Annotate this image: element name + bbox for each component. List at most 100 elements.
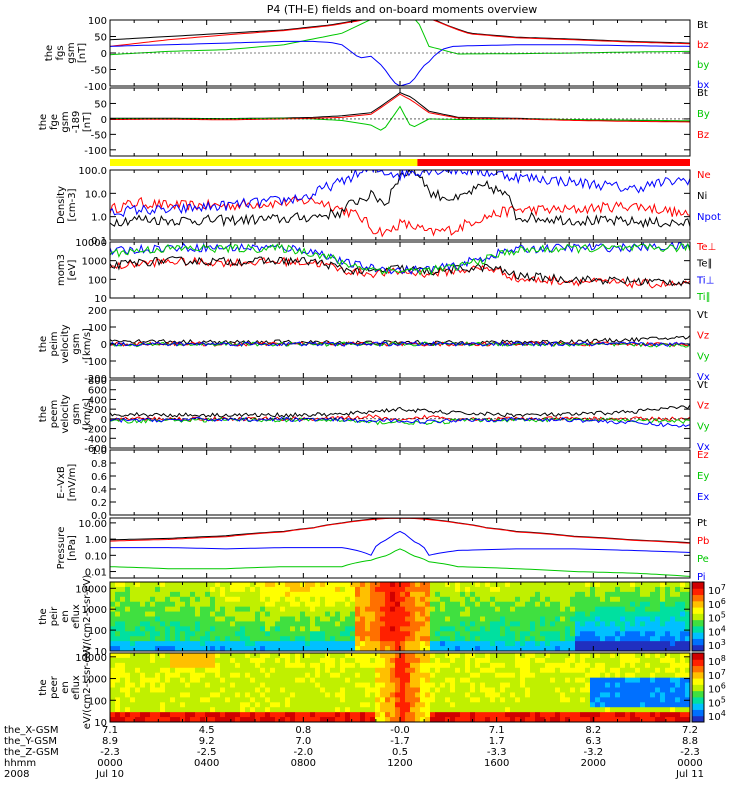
spectrogram-cell — [440, 712, 446, 718]
spectrogram-cell — [320, 582, 326, 588]
spectrogram-cell — [335, 667, 341, 674]
spectrogram-cell — [265, 692, 271, 698]
spectrogram-cell — [165, 646, 171, 651]
spectrogram-cell — [380, 653, 386, 659]
spectrogram-cell — [230, 717, 236, 722]
spectrogram-cell — [370, 697, 376, 703]
spectrogram-cell — [285, 586, 291, 593]
spectrogram-cell — [470, 631, 476, 637]
spectrogram-cell — [380, 692, 386, 698]
spectrogram-cell — [250, 697, 256, 703]
spectrogram-cell — [375, 657, 381, 664]
spectrogram-cell — [460, 582, 466, 588]
spectrogram-cell — [305, 702, 311, 708]
spectrogram-cell — [160, 707, 166, 713]
spectrogram-cell — [180, 697, 186, 703]
spectrogram-cell — [230, 653, 236, 659]
spectrogram-cell — [355, 687, 361, 694]
spectrogram-cell — [235, 667, 241, 674]
spectrogram-cell — [520, 697, 526, 703]
spectrogram-cell — [355, 697, 361, 703]
spectrogram-cell — [375, 662, 381, 669]
spectrogram-cell — [335, 636, 341, 642]
spectrogram-cell — [210, 596, 216, 603]
spectrogram-cell — [655, 586, 661, 593]
spectrogram-cell — [365, 707, 371, 713]
spectrogram-cell — [385, 621, 391, 627]
spectrogram-cell — [385, 657, 391, 664]
spectrogram-cell — [685, 653, 690, 659]
spectrogram-cell — [575, 717, 581, 722]
spectrogram-cell — [120, 667, 126, 674]
spectrogram-cell — [550, 657, 556, 664]
spectrogram-cell — [475, 646, 481, 651]
spectrogram-cell — [365, 682, 371, 689]
spectrogram-cell — [485, 616, 491, 623]
spectrogram-cell — [190, 646, 196, 651]
spectrogram-cell — [630, 601, 636, 608]
spectrogram-cell — [600, 682, 606, 689]
spectrogram-cell — [285, 697, 291, 703]
spectrogram-cell — [250, 702, 256, 708]
spectrogram-cell — [195, 621, 201, 627]
spectrogram-cell — [360, 616, 366, 623]
ylabel-text: [eV] — [67, 260, 78, 281]
spectrogram-cell — [365, 662, 371, 669]
spectrogram-cell — [660, 636, 666, 642]
spectrogram-cell — [395, 692, 401, 698]
xaxis-value: Jul 10 — [95, 769, 124, 780]
spectrogram-cell — [500, 641, 506, 647]
spectrogram-cell — [130, 707, 136, 713]
spectrogram-cell — [450, 646, 456, 651]
spectrogram-cell — [130, 582, 136, 588]
spectrogram-cell — [680, 582, 686, 588]
spectrogram-cell — [200, 596, 206, 603]
spectrogram-cell — [270, 672, 276, 679]
spectrogram-cell — [625, 646, 631, 651]
spectrogram-cell — [450, 662, 456, 669]
spectrogram-cell — [290, 616, 296, 623]
spectrogram-cell — [325, 712, 331, 718]
spectrogram-cell — [285, 596, 291, 603]
spectrogram-cell — [450, 586, 456, 593]
spectrogram-cell — [375, 582, 381, 588]
spectrogram-cell — [255, 582, 261, 588]
spectrogram-cell — [480, 712, 486, 718]
spectrogram-cell — [420, 653, 426, 659]
spectrogram-cell — [605, 692, 611, 698]
spectrogram-cell — [440, 621, 446, 627]
ytick-label: 0 — [101, 115, 107, 126]
spectrogram-cell — [235, 653, 241, 659]
spectrogram-cell — [350, 641, 356, 647]
legend-Pe: Pe — [697, 554, 709, 565]
spectrogram-cell — [445, 717, 451, 722]
spectrogram-cell — [610, 621, 616, 627]
spectrogram-cell — [200, 712, 206, 718]
spectrogram-cell — [525, 653, 531, 659]
spectrogram-cell — [250, 591, 256, 598]
spectrogram-cell — [300, 697, 306, 703]
spectrogram-cell — [575, 662, 581, 669]
spectrogram-cell — [460, 692, 466, 698]
spectrogram-cell — [520, 687, 526, 694]
spectrogram-cell — [645, 601, 651, 608]
spectrogram-cell — [110, 616, 116, 623]
colorbar-swatch — [692, 684, 704, 692]
spectrogram-cell — [670, 717, 676, 722]
spectrogram-cell — [450, 641, 456, 647]
spectrogram-cell — [290, 601, 296, 608]
spectrogram-cell — [150, 582, 156, 588]
spectrogram-cell — [580, 677, 586, 684]
spectrogram-cell — [275, 697, 281, 703]
spectrogram-cell — [385, 707, 391, 713]
spectrogram-cell — [160, 621, 166, 627]
spectrogram-cell — [530, 582, 536, 588]
spectrogram-cell — [125, 662, 131, 669]
spectrogram-cell — [645, 591, 651, 598]
spectrogram-cell — [420, 667, 426, 674]
spectrogram-cell — [380, 697, 386, 703]
spectrogram-cell — [480, 682, 486, 689]
spectrogram-cell — [575, 657, 581, 664]
spectrogram-cell — [475, 672, 481, 679]
